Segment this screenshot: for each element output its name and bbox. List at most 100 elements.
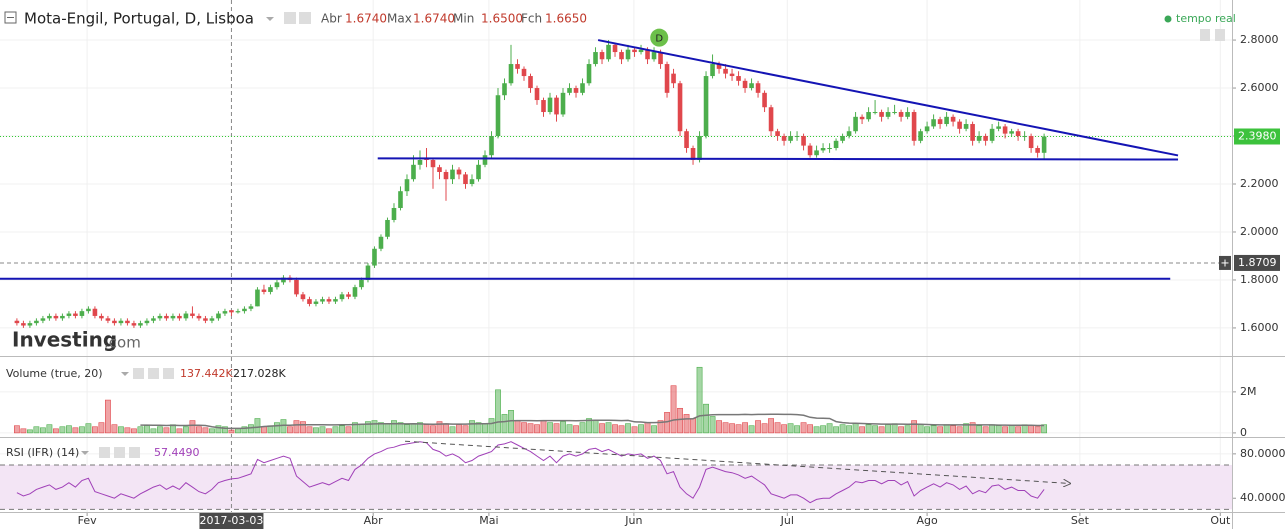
candle-body — [963, 124, 969, 129]
volume-bar — [176, 428, 183, 434]
volume-bar — [430, 425, 436, 434]
candle-body — [365, 265, 371, 280]
volume-bar — [599, 423, 605, 434]
candle-body — [391, 207, 397, 220]
x-tick-label: Set — [1071, 514, 1090, 527]
scale-icon[interactable] — [1215, 29, 1225, 41]
candle-body — [216, 313, 221, 319]
x-tick-label: Jun — [624, 514, 642, 527]
volume-bar — [371, 420, 378, 434]
crosshair-price-box — [1234, 254, 1280, 271]
volume-bar — [365, 421, 371, 434]
volume-bar — [787, 423, 794, 434]
settings-icon[interactable] — [99, 447, 110, 458]
dropdown-icon[interactable] — [266, 17, 274, 21]
candle-body — [482, 155, 488, 165]
volume-bar — [92, 426, 98, 434]
volume-bar — [651, 425, 657, 434]
volume-bar — [579, 422, 586, 434]
candle-body — [814, 150, 819, 156]
close-label: Fch — [521, 12, 542, 26]
candle-body — [1009, 131, 1014, 134]
volume-bar — [501, 414, 508, 434]
settings-icon[interactable] — [284, 12, 296, 24]
volume-bar — [391, 420, 397, 434]
candle-body — [755, 83, 761, 93]
candle-body — [781, 136, 787, 141]
candle-body — [996, 126, 1001, 129]
volume-bar — [612, 424, 618, 434]
volume-bar — [1034, 426, 1041, 434]
settings-icon[interactable] — [163, 368, 174, 379]
close-value: 1.6650 — [545, 12, 587, 26]
dropdown-icon[interactable] — [121, 372, 129, 376]
volume-bar — [384, 423, 391, 434]
candle-body — [729, 73, 735, 77]
volume-bar — [956, 426, 963, 434]
candle-body — [567, 88, 572, 93]
candle-body — [970, 124, 975, 141]
candle-body — [404, 179, 410, 192]
volume-bar — [1015, 426, 1022, 434]
candle-body — [339, 294, 345, 300]
candle-body — [775, 131, 780, 137]
candle-body — [534, 88, 540, 101]
volume-bar — [66, 425, 72, 434]
candle-body — [495, 95, 501, 137]
volume-bar — [716, 420, 722, 434]
candle-body — [502, 83, 507, 96]
volume-bar — [800, 422, 807, 434]
settings-icon[interactable] — [133, 368, 144, 379]
rsi-band — [0, 464, 1232, 510]
settings-icon[interactable] — [129, 447, 140, 458]
volume-bar — [592, 420, 599, 434]
volume-bar — [228, 429, 235, 434]
volume-bar — [482, 423, 488, 434]
candle-body — [606, 44, 611, 60]
settings-icon[interactable] — [114, 447, 125, 458]
settings-icon[interactable] — [299, 12, 311, 24]
candle-body — [229, 310, 234, 313]
volume-bar — [1002, 426, 1009, 434]
volume-bar — [293, 420, 300, 434]
candle-body — [47, 315, 52, 319]
settings-icon[interactable] — [148, 368, 159, 379]
volume-bar — [917, 424, 924, 434]
volume-bar — [72, 427, 79, 434]
watermark: .com — [104, 334, 141, 352]
volume-bar — [137, 426, 144, 434]
volume-bar — [144, 425, 150, 434]
volume-bar — [904, 425, 911, 434]
rsi-value: 57.4490 — [154, 446, 200, 459]
candle-body — [586, 64, 592, 84]
candle-body — [417, 160, 423, 165]
volume-bar — [527, 423, 534, 434]
candle-body — [274, 282, 280, 288]
volume-bar — [644, 422, 651, 434]
candle-body — [762, 92, 767, 108]
volume-bar — [436, 421, 443, 434]
scale-icon[interactable] — [1200, 29, 1210, 41]
volume-bar — [150, 428, 157, 434]
x-tick-label: Abr — [364, 514, 384, 527]
volume-bar — [462, 425, 469, 434]
open-value: 1.6740 — [345, 12, 387, 26]
collapse-icon[interactable] — [4, 11, 17, 24]
grid — [0, 0, 1236, 516]
volume-bar — [820, 425, 826, 434]
dropdown-icon[interactable] — [81, 451, 89, 455]
volume-bar — [553, 423, 560, 434]
candle-body — [703, 76, 709, 137]
candle-body — [1022, 136, 1027, 138]
candle-body — [359, 279, 364, 288]
candle-body — [346, 294, 351, 297]
volume-bar — [566, 424, 573, 434]
volume-bar — [514, 420, 521, 434]
volume-bar — [280, 419, 287, 434]
price-tick-label: 2.8000 — [1240, 33, 1279, 46]
volume-bar — [46, 424, 53, 434]
volume-bar — [131, 428, 137, 434]
candle-body — [807, 145, 813, 156]
candle-body — [872, 112, 878, 114]
candle-body — [1041, 136, 1047, 153]
